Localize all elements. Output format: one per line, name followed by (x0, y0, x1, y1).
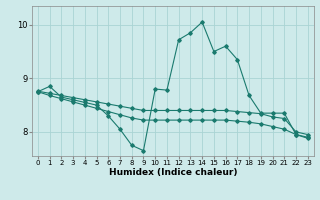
X-axis label: Humidex (Indice chaleur): Humidex (Indice chaleur) (108, 168, 237, 177)
